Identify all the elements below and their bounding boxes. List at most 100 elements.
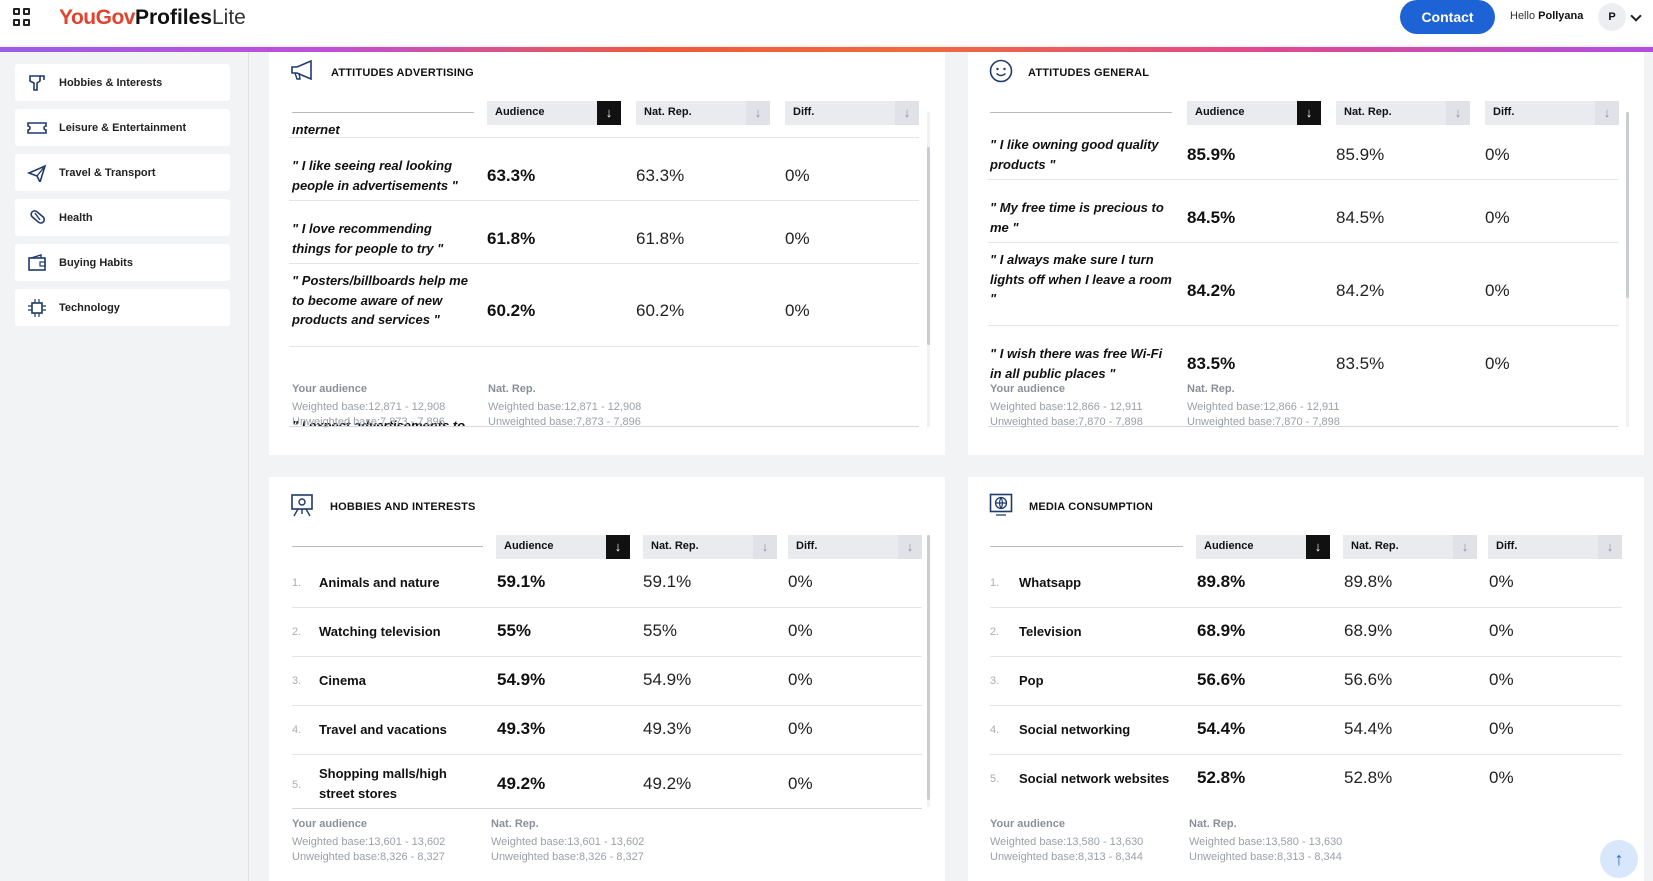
footer-unweighted-base: Unweighted base:7,873 - 7,896 xyxy=(488,416,641,428)
rank-number: 1. xyxy=(292,577,302,589)
column-header-audience[interactable]: Audience ↓ xyxy=(496,535,630,559)
top-header: YouGovProfilesLite Contact Hello Pollyan… xyxy=(0,0,1653,45)
row-label: Whatsapp xyxy=(1019,575,1082,590)
plane-icon xyxy=(27,164,47,182)
row-label: Travel and vacations xyxy=(319,722,447,737)
column-header-diff[interactable]: Diff. ↓ xyxy=(788,535,922,559)
sidebar-item-leisure[interactable]: Leisure & Entertainment xyxy=(15,109,230,146)
column-header-natrep[interactable]: Nat. Rep. ↓ xyxy=(643,535,777,559)
row-label: " My free time is precious to me " xyxy=(990,200,1164,235)
footer-audience-label: Your audience xyxy=(990,818,1065,830)
audience-value: 54.9% xyxy=(497,670,546,689)
sort-arrow-icon[interactable]: ↓ xyxy=(1598,535,1622,559)
column-header-audience[interactable]: Audience ↓ xyxy=(1187,101,1321,125)
sort-arrow-icon[interactable]: ↓ xyxy=(898,535,922,559)
card-title: ATTITUDES GENERAL xyxy=(1028,67,1150,79)
megaphone-icon xyxy=(291,60,312,80)
footer-weighted-base: Weighted base:13,601 - 13,602 xyxy=(292,836,446,848)
diff-value: 0% xyxy=(788,572,813,591)
row-divider xyxy=(990,705,1622,706)
column-header-natrep[interactable]: Nat. Rep. ↓ xyxy=(1343,535,1477,559)
diff-value: 0% xyxy=(1485,208,1510,227)
sort-arrow-icon[interactable]: ↓ xyxy=(746,101,770,125)
natrep-value: 89.8% xyxy=(1344,572,1393,591)
scrollbar-thumb[interactable] xyxy=(927,147,930,345)
footer-weighted-base: Weighted base:13,580 - 13,630 xyxy=(990,836,1144,848)
partial-row-label: " I expect advertisements to xyxy=(292,418,466,426)
sort-arrow-icon[interactable]: ↓ xyxy=(1446,101,1470,125)
rank-number: 3. xyxy=(990,675,1000,687)
label-header-line xyxy=(990,112,1172,113)
easel-icon xyxy=(291,494,313,517)
audience-value: 49.3% xyxy=(497,719,546,738)
column-header-natrep[interactable]: Nat. Rep. ↓ xyxy=(636,101,770,125)
user-name: Pollyana xyxy=(1538,10,1584,22)
diff-value: 0% xyxy=(785,229,810,248)
diff-value: 0% xyxy=(1485,354,1510,373)
column-header-diff[interactable]: Diff. ↓ xyxy=(1485,101,1619,125)
hobbies-icon xyxy=(29,74,45,91)
row-label: Social networking xyxy=(1019,722,1131,737)
sort-arrow-icon[interactable]: ↓ xyxy=(606,535,630,559)
scrollbar-thumb[interactable] xyxy=(927,535,930,800)
column-header-natrep[interactable]: Nat. Rep. ↓ xyxy=(1336,101,1470,125)
avatar[interactable]: P xyxy=(1598,3,1626,31)
sort-arrow-icon[interactable]: ↓ xyxy=(1595,101,1619,125)
sidebar-item-technology[interactable]: Technology xyxy=(15,289,230,326)
row-divider xyxy=(292,705,922,706)
table-scroll-area[interactable]: internet " I like seeing real looking pe… xyxy=(289,126,929,426)
diff-value: 0% xyxy=(785,301,810,320)
chevron-down-icon[interactable] xyxy=(1630,10,1642,22)
row-divider xyxy=(289,200,919,201)
sort-arrow-icon[interactable]: ↓ xyxy=(597,101,621,125)
natrep-value: 56.6% xyxy=(1344,670,1393,689)
column-label: Audience xyxy=(504,540,554,552)
sidebar-item-hobbies[interactable]: Hobbies & Interests xyxy=(15,64,230,101)
natrep-value: 60.2% xyxy=(636,301,685,320)
footer-unweighted-base: Unweighted base:8,313 - 8,344 xyxy=(1189,851,1342,863)
sort-arrow-icon[interactable]: ↓ xyxy=(1306,535,1330,559)
natrep-value: 54.9% xyxy=(643,670,692,689)
natrep-value: 68.9% xyxy=(1344,621,1393,640)
natrep-value: 54.4% xyxy=(1344,719,1393,738)
contact-button[interactable]: Contact xyxy=(1400,0,1495,34)
rank-number: 5. xyxy=(292,779,302,791)
diff-value: 0% xyxy=(788,774,813,793)
footer-weighted-base: Weighted base:12,866 - 12,911 xyxy=(990,401,1143,413)
diff-value: 0% xyxy=(788,719,813,738)
audience-value: 56.6% xyxy=(1197,670,1246,689)
scrollbar-thumb[interactable] xyxy=(1626,112,1629,298)
natrep-value: 83.5% xyxy=(1336,354,1385,373)
footer-natrep-label: Nat. Rep. xyxy=(491,818,539,830)
arrow-up-icon: ↑ xyxy=(1614,849,1624,869)
gradient-divider xyxy=(0,47,1653,52)
footer-unweighted-base: Unweighted base:8,326 - 8,327 xyxy=(292,851,445,863)
row-label: " Posters/billboards help me to become a… xyxy=(292,273,468,327)
column-header-diff[interactable]: Diff. ↓ xyxy=(1488,535,1622,559)
diff-value: 0% xyxy=(1489,621,1514,640)
sidebar-item-travel[interactable]: Travel & Transport xyxy=(15,154,230,191)
column-label: Nat. Rep. xyxy=(644,106,692,118)
column-header-audience[interactable]: Audience ↓ xyxy=(487,101,621,125)
column-header-diff[interactable]: Diff. ↓ xyxy=(785,101,919,125)
sort-arrow-icon[interactable]: ↓ xyxy=(1297,101,1321,125)
row-label: Pop xyxy=(1019,673,1044,688)
table-bottom-line xyxy=(292,808,922,809)
natrep-value: 84.2% xyxy=(1336,281,1385,300)
rank-number: 3. xyxy=(292,675,302,687)
scroll-to-top-button[interactable]: ↑ xyxy=(1600,840,1638,878)
app-logo[interactable]: YouGovProfilesLite xyxy=(59,6,246,30)
sort-arrow-icon[interactable]: ↓ xyxy=(1453,535,1477,559)
sidebar-item-buying[interactable]: Buying Habits xyxy=(15,244,230,281)
sort-arrow-icon[interactable]: ↓ xyxy=(753,535,777,559)
table-scroll-area[interactable]: " I like owning good quality products " … xyxy=(988,126,1628,426)
rank-number: 1. xyxy=(990,577,1000,589)
apps-grid-icon[interactable] xyxy=(13,8,31,26)
row-divider xyxy=(988,179,1618,180)
logo-lite: Lite xyxy=(211,6,246,29)
sidebar-item-health[interactable]: Health xyxy=(15,199,230,236)
audience-value: 54.4% xyxy=(1197,719,1246,738)
row-divider xyxy=(289,137,919,138)
sort-arrow-icon[interactable]: ↓ xyxy=(895,101,919,125)
column-header-audience[interactable]: Audience ↓ xyxy=(1196,535,1330,559)
